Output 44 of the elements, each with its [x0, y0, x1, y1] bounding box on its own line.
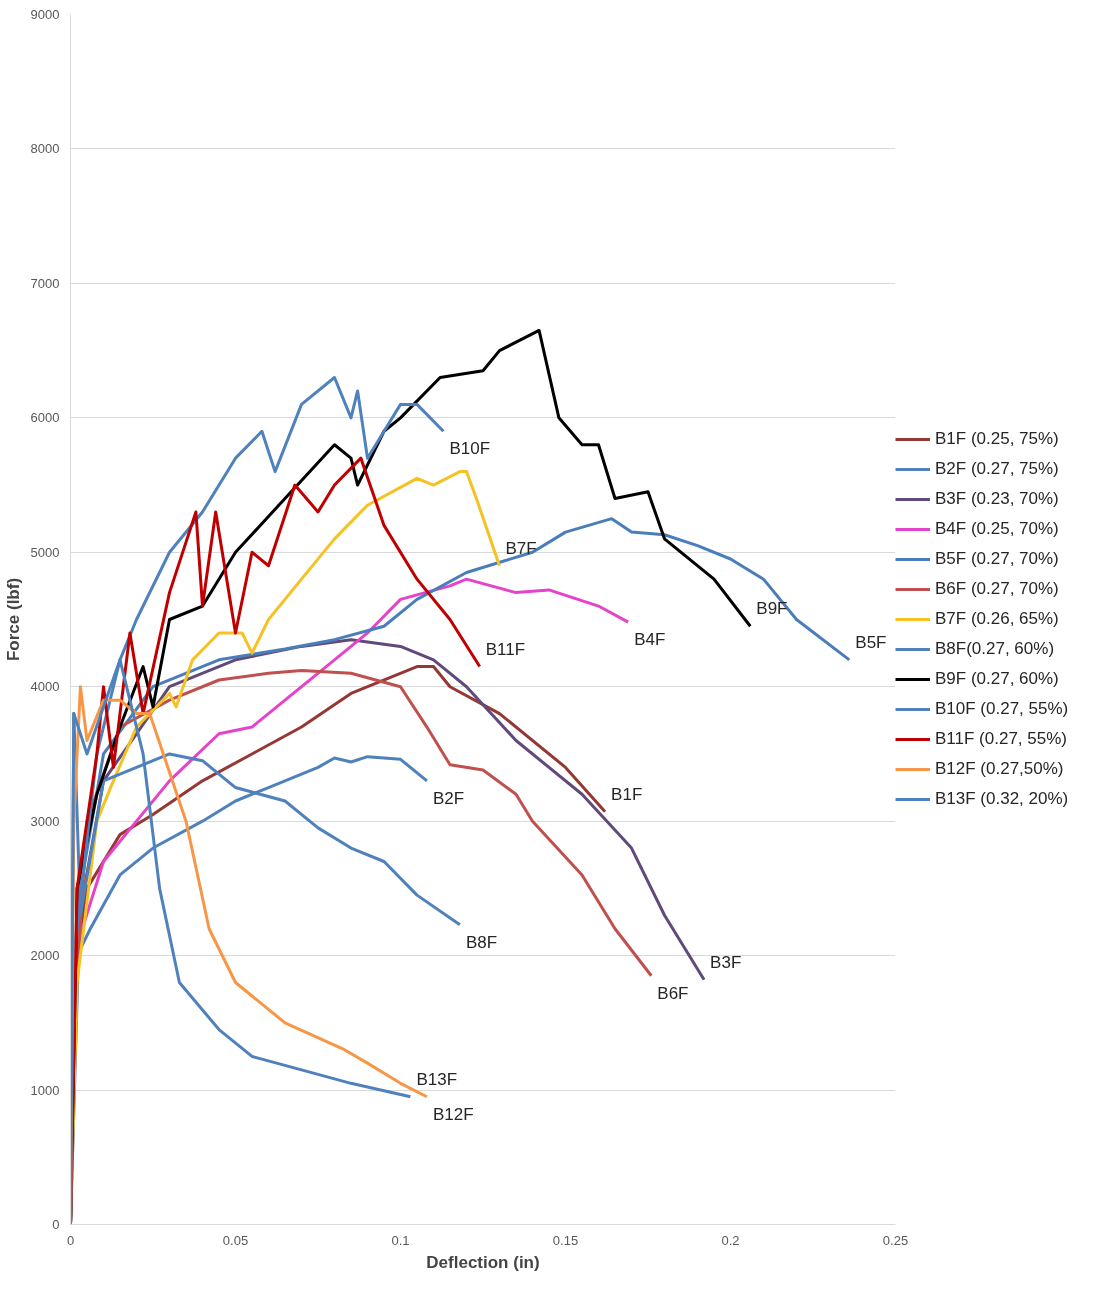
y-tick-label: 3000: [30, 813, 60, 829]
legend-label: B11F (0.27, 55%): [935, 729, 1067, 749]
legend-label: B2F (0.27, 75%): [935, 459, 1059, 479]
legend-label: B4F (0.25, 70%): [935, 519, 1059, 539]
y-tick-label: 5000: [30, 544, 60, 560]
y-tick-label: 6000: [30, 410, 60, 426]
annotation: B11F: [485, 639, 526, 659]
annotation: B9F: [756, 599, 788, 619]
y-tick-label: 8000: [30, 141, 60, 157]
y-axis-title: Force (lbf): [3, 577, 23, 662]
x-tick-label: 0.05: [222, 1232, 249, 1248]
annotation: B5F: [855, 632, 887, 652]
annotation: B8F: [465, 932, 498, 952]
legend-label: B7F (0.26, 65%): [935, 609, 1059, 629]
annotation: B12F: [432, 1104, 474, 1124]
annotation: B7F: [505, 538, 537, 558]
legend-label: B10F (0.27, 55%): [935, 699, 1069, 719]
legend-label: B1F (0.25, 75%): [935, 429, 1059, 449]
x-tick-label: 0.1: [391, 1232, 410, 1248]
legend-label: B5F (0.27, 70%): [935, 549, 1059, 569]
x-axis-title: Deflection (in): [426, 1252, 540, 1272]
y-tick-label: 4000: [30, 679, 60, 695]
legend-label: B12F (0.27,50%): [935, 759, 1064, 779]
y-tick-label: 7000: [30, 275, 60, 291]
y-tick-label: 9000: [30, 7, 60, 22]
x-tick-label: 0.25: [882, 1232, 909, 1248]
annotation: B10F: [449, 439, 491, 459]
legend-label: B13F (0.32, 20%): [935, 789, 1069, 809]
legend-label: B6F (0.27, 70%): [935, 579, 1059, 599]
annotation: B13F: [416, 1069, 458, 1089]
legend-label: B9F (0.27, 60%): [935, 669, 1059, 689]
x-tick-label: 0: [66, 1232, 75, 1248]
legend-label: B3F (0.23, 70%): [935, 489, 1059, 509]
annotation: B1F: [611, 784, 643, 804]
annotation: B3F: [710, 952, 742, 972]
annotation: B6F: [657, 983, 689, 1003]
y-tick-label: 0: [52, 1217, 60, 1232]
legend-label: B8F(0.27, 60%): [935, 639, 1055, 659]
y-tick-label: 1000: [30, 1082, 60, 1098]
x-tick-label: 0.15: [552, 1232, 579, 1248]
y-tick-label: 2000: [30, 948, 60, 964]
annotation: B4F: [634, 630, 666, 650]
x-tick-label: 0.2: [721, 1232, 740, 1248]
annotation: B2F: [432, 788, 465, 808]
